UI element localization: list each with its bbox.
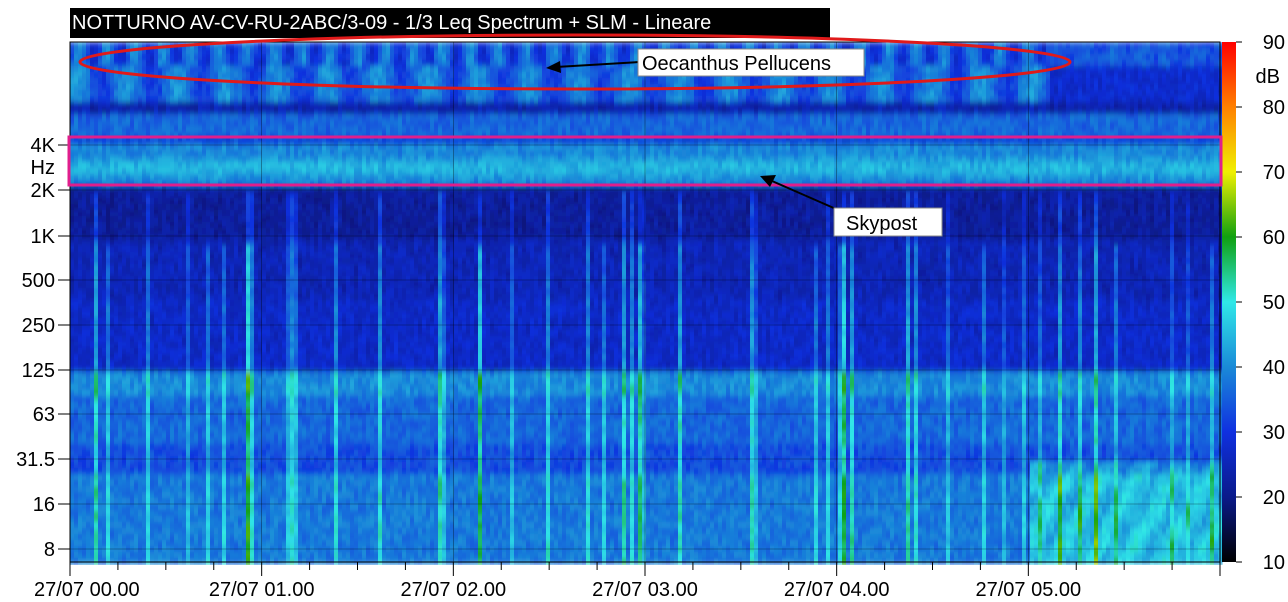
- heatmap-area: [70, 42, 1223, 565]
- colorbar-tick-label: 70: [1263, 162, 1285, 184]
- x-tick-label: 27/07 04.00: [784, 579, 890, 601]
- oecanthus-label: Oecanthus Pellucens: [642, 53, 831, 75]
- oecanthus-arrow-head: [546, 61, 561, 73]
- y-tick-label: 250: [22, 315, 55, 337]
- colorbar-gradient: [1222, 42, 1236, 562]
- colorbar-tick-label: 20: [1263, 487, 1285, 509]
- oecanthus-arrow-line: [555, 61, 641, 68]
- y-tick-label: 500: [22, 270, 55, 292]
- x-tick-label: 27/07 01.00: [209, 579, 315, 601]
- gridlines: [69, 41, 1221, 563]
- colorbar: 10 20 30 40 50 60 70 80 90 dB: [1222, 32, 1285, 574]
- colorbar-tick-label: 90: [1263, 32, 1285, 54]
- y-tick-label: 2K: [31, 180, 56, 202]
- y-tick-label: 16: [33, 494, 55, 516]
- y-unit-label: Hz: [31, 157, 55, 179]
- skypost-arrow-head: [760, 175, 776, 187]
- x-tick-label: 27/07 03.00: [592, 579, 698, 601]
- x-axis-ticks: 27/07 00.00 27/07 01.00 27/07 02.00 27/07 0…: [34, 562, 1221, 601]
- colorbar-unit: dB: [1256, 66, 1280, 88]
- x-tick-label: 27/07 02.00: [401, 579, 507, 601]
- colorbar-tick-label: 30: [1263, 422, 1285, 444]
- colorbar-tick-label: 40: [1263, 357, 1285, 379]
- y-tick-label: 31.5: [16, 449, 55, 471]
- y-tick-label: 8: [44, 539, 55, 561]
- colorbar-tick-label: 50: [1263, 292, 1285, 314]
- annotations: Oecanthus Pellucens Skypost: [67, 33, 1223, 237]
- x-tick-label: 27/07 00.00: [34, 579, 140, 601]
- colorbar-tick-label: 10: [1263, 552, 1285, 574]
- y-tick-label: 4K: [31, 135, 56, 157]
- y-tick-label: 1K: [31, 226, 56, 248]
- y-tick-label: 63: [33, 404, 55, 426]
- skypost-highlight-rect: [67, 135, 1223, 187]
- chart-title: NOTTURNO AV-CV-RU-2ABC/3-09 - 1/3 Leq Sp…: [70, 8, 830, 38]
- oecanthus-highlight-ellipse: [78, 33, 1072, 91]
- skypost-label: Skypost: [846, 213, 918, 235]
- colorbar-tick-label: 60: [1263, 227, 1285, 249]
- x-tick-label: 27/07 05.00: [976, 579, 1082, 601]
- skypost-arrow-line: [771, 180, 837, 210]
- oecanthus-label-box: [637, 48, 865, 77]
- skypost-label-box: [833, 207, 943, 237]
- colorbar-tick-label: 80: [1263, 97, 1285, 119]
- y-tick-label: 125: [22, 360, 55, 382]
